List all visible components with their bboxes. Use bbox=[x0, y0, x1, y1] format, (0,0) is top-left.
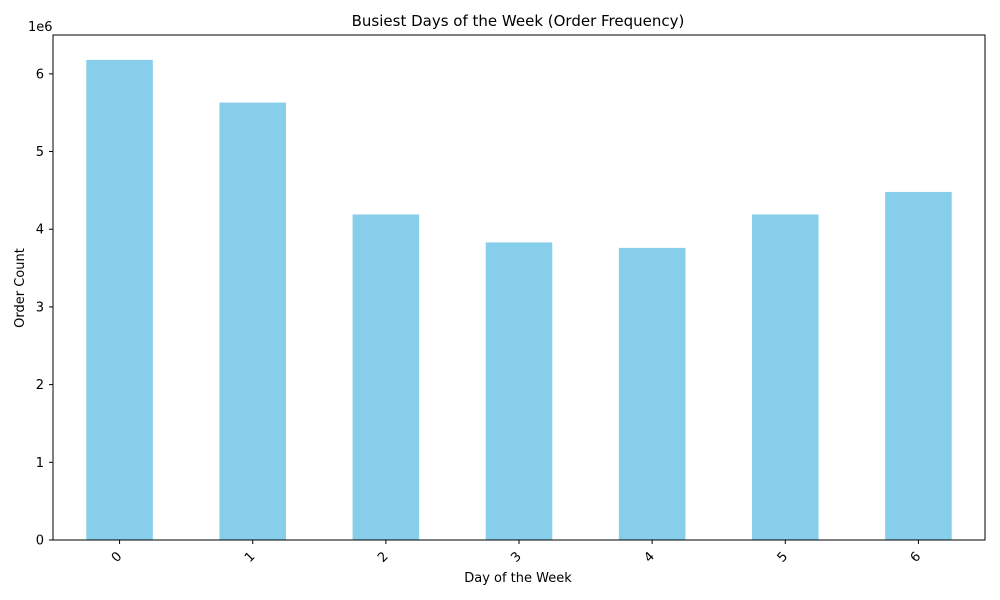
bar-day-0 bbox=[86, 59, 153, 540]
y-tick-label-3: 3 bbox=[36, 300, 44, 315]
y-axis-label: Order Count bbox=[13, 248, 28, 328]
x-tick-label-4: 4 bbox=[641, 549, 657, 565]
x-tick-label-5: 5 bbox=[775, 549, 791, 565]
x-tick-label-3: 3 bbox=[508, 549, 524, 565]
chart-title: Busiest Days of the Week (Order Frequenc… bbox=[352, 12, 685, 30]
bar-day-6 bbox=[885, 191, 952, 540]
x-tick-label-0: 0 bbox=[109, 549, 125, 565]
bar-day-3 bbox=[485, 242, 553, 540]
x-tick-label-6: 6 bbox=[908, 549, 924, 565]
x-tick-label-1: 1 bbox=[242, 549, 258, 565]
x-tick-label-2: 2 bbox=[375, 549, 391, 565]
y-tick-label-1: 1 bbox=[36, 456, 44, 471]
y-tick-label-4: 4 bbox=[36, 223, 44, 238]
bar-day-1 bbox=[219, 102, 286, 540]
y-tick-label-0: 0 bbox=[36, 534, 44, 549]
x-axis-label: Day of the Week bbox=[464, 571, 572, 586]
y-axis-scale-label: 1e6 bbox=[28, 20, 53, 35]
y-tick-label-6: 6 bbox=[36, 67, 44, 82]
y-tick-label-2: 2 bbox=[36, 378, 44, 393]
bar-day-2 bbox=[352, 214, 420, 540]
plot-area: 0 1 2 3 4 5 6 0 1 2 3 4 5 6 bbox=[36, 34, 986, 566]
bar-day-5 bbox=[752, 214, 819, 540]
y-tick-label-5: 5 bbox=[36, 145, 44, 160]
bar-day-4 bbox=[618, 247, 686, 540]
